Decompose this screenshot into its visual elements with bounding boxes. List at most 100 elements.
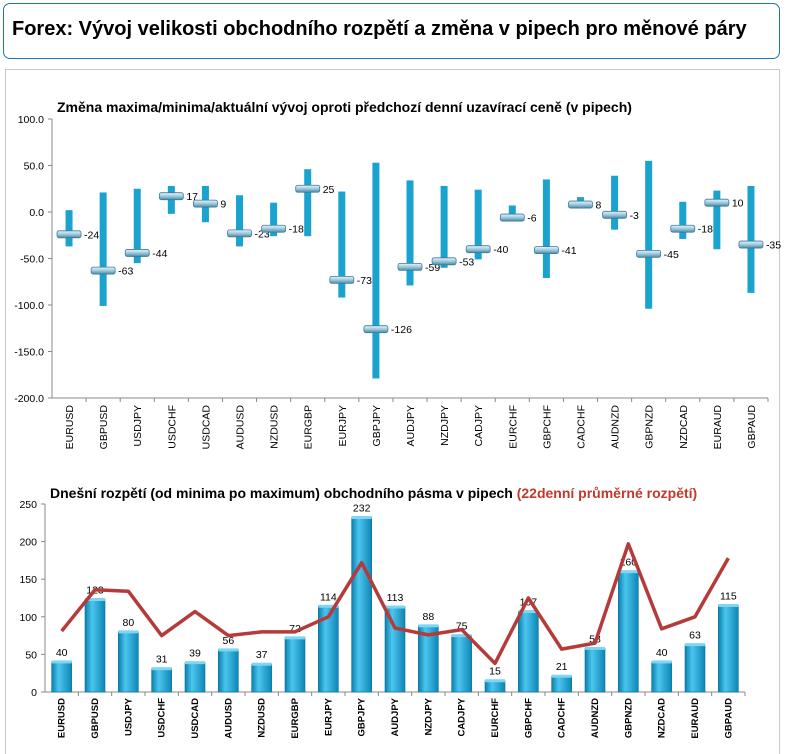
- chart1-y-tick-label: -50.0: [20, 254, 44, 266]
- chart2-data-label: 56: [222, 635, 234, 647]
- chart1-current-marker: [397, 262, 423, 271]
- chart2-data-label: 37: [256, 649, 268, 661]
- chart1-current-marker: [704, 198, 730, 207]
- chart2-category-label: EURGBP: [290, 697, 301, 738]
- chart1-category-label: AUDNZD: [610, 405, 622, 449]
- chart2-category-label: AUDUSD: [223, 698, 234, 739]
- chart1-data-label: -40: [493, 244, 508, 256]
- chart1-data-label: -6: [527, 213, 536, 225]
- chart2-y-tick-label: 150: [19, 574, 37, 586]
- chart1-range-bar: [270, 202, 278, 237]
- chart2-category-label: GBPAUD: [723, 698, 734, 739]
- chart2-bar-cap: [718, 604, 739, 608]
- chart1-current-marker: [261, 224, 287, 233]
- chart2-bar: [518, 611, 539, 693]
- chart2-data-label: 75: [456, 621, 468, 633]
- chart2-y-tick-label: 0: [31, 687, 37, 699]
- chart1-current-marker: [636, 249, 662, 258]
- chart2-bar: [118, 631, 139, 693]
- chart2-data-label: 113: [387, 592, 404, 604]
- chart1-range-bar: [713, 190, 721, 250]
- chart2-y-tick-label: 250: [19, 499, 37, 511]
- chart2-category-label: USDJPY: [123, 697, 134, 736]
- chart2-bar-cap: [485, 679, 505, 683]
- chart2-data-label: 39: [189, 648, 201, 660]
- chart1-current-marker: [158, 192, 184, 201]
- chart2-bar-cap: [251, 662, 272, 666]
- chart2-bar-cap: [518, 610, 539, 614]
- chart2-category-label: GBPCHF: [523, 698, 534, 738]
- chart2-data-label: 15: [489, 666, 501, 678]
- chart1-data-label: -24: [84, 229, 99, 241]
- chart1-range-bar: [406, 180, 414, 286]
- chart1-category-label: CADCHF: [575, 405, 587, 449]
- chart1-current-marker: [568, 200, 593, 209]
- chart2-bar-cap: [85, 598, 105, 602]
- chart2-bar-cap: [685, 643, 705, 647]
- chart1-current-marker: [670, 224, 696, 233]
- chart1-range-bar: [542, 179, 550, 279]
- chart2-category-label: GBPJPY: [357, 697, 368, 736]
- chart2-title-main: Dnešní rozpětí (od minima po maximum) ob…: [50, 485, 513, 501]
- chart2-bar: [218, 649, 239, 693]
- chart1-category-label: NZDJPY: [439, 405, 451, 446]
- chart1-data-label: -18: [698, 224, 713, 236]
- chart2-bar-cap: [218, 648, 239, 652]
- chart2-bar-cap: [185, 661, 205, 665]
- chart2-category-label: USDCHF: [157, 698, 168, 738]
- chart1-category-label: NZDCAD: [678, 405, 690, 449]
- chart2-category-label: USDCAD: [190, 698, 201, 739]
- chart1-current-marker: [124, 249, 150, 257]
- chart2-data-label: 40: [56, 647, 68, 659]
- chart2-data-label: 40: [656, 647, 668, 659]
- chart2-bar-cap: [585, 646, 605, 650]
- chart1-category-label: GBPNZD: [644, 405, 656, 449]
- chart1-category-label: GBPUSD: [98, 405, 110, 450]
- chart1-y-tick-label: -150.0: [14, 347, 44, 359]
- chart2-bar-cap: [351, 516, 372, 520]
- chart1-category-label: CADJPY: [473, 405, 485, 446]
- chart2-bar-cap: [51, 660, 72, 664]
- chart2-bar-cap: [451, 634, 472, 638]
- chart2-bar: [684, 644, 706, 693]
- chart1-data-label: -63: [118, 266, 133, 278]
- chart2-data-label: 88: [422, 611, 434, 623]
- chart1-data-label: -44: [152, 248, 167, 260]
- chart1-data-label: 10: [732, 198, 744, 210]
- chart1-range-bar: [747, 185, 755, 293]
- chart1-category-label: GBPJPY: [371, 405, 383, 446]
- chart2-bar: [384, 606, 406, 693]
- chart1-range-bar: [440, 185, 448, 268]
- chart2-bar: [284, 637, 306, 693]
- chart2-bar: [651, 661, 672, 693]
- chart2-y-tick-label: 200: [19, 537, 37, 549]
- chart1-range-bar: [474, 189, 482, 260]
- chart1-current-marker: [431, 257, 457, 266]
- chart2-category-label: GBPNZD: [623, 698, 634, 738]
- chart2-bar-cap: [618, 570, 639, 574]
- chart1-category-label: EURUSD: [64, 405, 76, 450]
- chart1-category-label: EURAUD: [712, 405, 724, 450]
- chart1-range-bar: [679, 201, 687, 239]
- chart1-title: Změna maxima/minima/aktuální vývoj oprot…: [57, 99, 632, 115]
- chart2-title-accent: (22denní průměrné rozpětí): [517, 485, 697, 501]
- chart2-average-line: [60, 542, 730, 666]
- chart1-current-marker: [295, 184, 321, 193]
- chart2-bar-cap: [318, 604, 339, 608]
- chart2-category-label: AUDNZD: [590, 698, 601, 738]
- chart1-range-bar: [133, 188, 141, 264]
- chart2-category-label: CADCHF: [557, 698, 568, 738]
- chart1-range-bar: [304, 169, 312, 237]
- chart2-bar: [184, 662, 206, 693]
- chart1-data-label: 25: [323, 184, 335, 196]
- chart2-data-label: 72: [289, 623, 301, 635]
- chart1-data-label: -35: [766, 240, 781, 252]
- chart2-bar-cap: [418, 624, 439, 628]
- chart2-category-label: CADJPY: [457, 697, 468, 736]
- chart2-data-label: 115: [720, 591, 737, 603]
- chart1-current-marker: [533, 246, 559, 255]
- chart1-y-tick-label: -100.0: [14, 300, 44, 312]
- chart1-current-marker: [227, 229, 252, 238]
- chart1-current-marker: [193, 199, 218, 208]
